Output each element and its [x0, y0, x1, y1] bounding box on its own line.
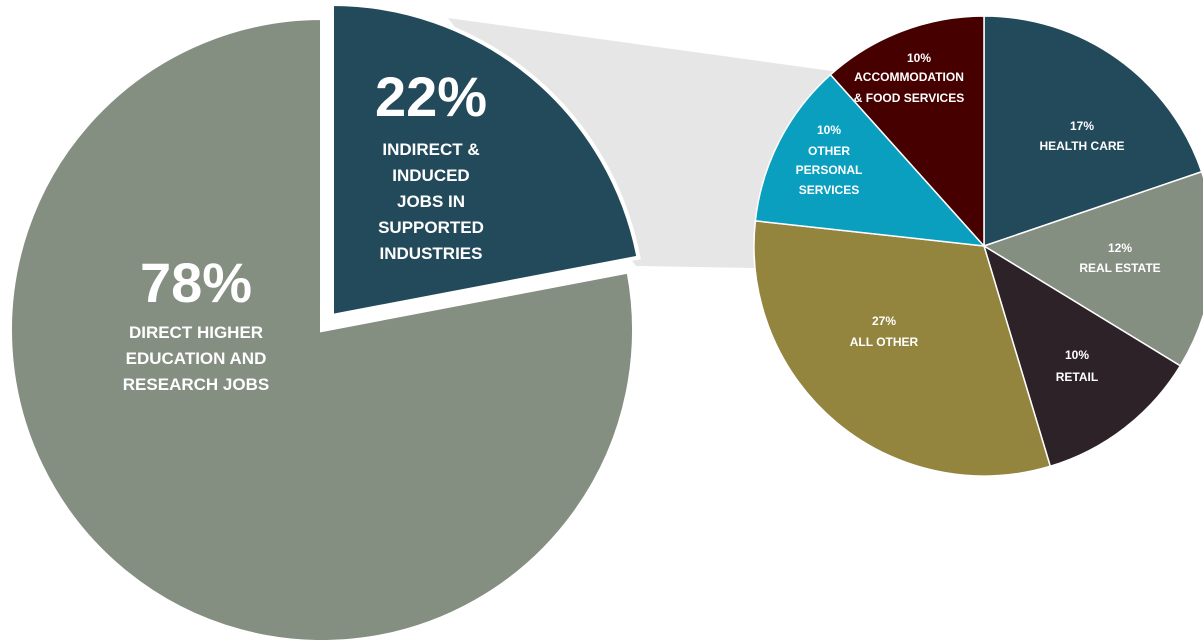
- slice-category-label: ACCOMMODATION: [854, 70, 964, 84]
- main-pie: 78% DIRECT HIGHER EDUCATION AND RESEARCH…: [8, 1, 641, 640]
- slice-category-label: DIRECT HIGHER: [129, 323, 263, 342]
- pie-slice-indirect-induced-jobs: [330, 1, 641, 319]
- slice-percent-label: 78%: [140, 251, 252, 314]
- slice-category-label: ALL OTHER: [850, 335, 919, 349]
- slice-category-label: SUPPORTED: [378, 218, 484, 237]
- slice-percent-label: 10%: [817, 123, 841, 137]
- slice-category-label: INDIRECT &: [382, 140, 479, 159]
- breakdown-pie: 17% HEALTH CARE 12% REAL ESTATE 10% RETA…: [753, 15, 1203, 477]
- slice-category-label: INDUCED: [392, 166, 469, 185]
- slice-category-label: & FOOD SERVICES: [854, 91, 964, 105]
- pie-slice-direct-jobs: [8, 15, 636, 640]
- slice-category-label: REAL ESTATE: [1079, 261, 1160, 275]
- slice-percent-label: 12%: [1108, 241, 1132, 255]
- pie-slice-real-estate: [982, 170, 1203, 367]
- slice-category-label: JOBS IN: [397, 192, 465, 211]
- pie-slice-other-personal-services: [754, 73, 986, 247]
- slice-percent-label: 10%: [1065, 348, 1089, 362]
- slice-category-label: EDUCATION AND: [126, 349, 267, 368]
- pie-slice-all-other: [753, 220, 1052, 477]
- slice-percent-label: 10%: [907, 51, 931, 65]
- slice-category-label: RESEARCH JOBS: [123, 375, 269, 394]
- slice-category-label: HEALTH CARE: [1039, 139, 1124, 153]
- pie-slice-accommodation-food-services: [829, 15, 985, 248]
- slice-category-label: PERSONAL: [796, 163, 863, 177]
- slice-category-label: INDUSTRIES: [380, 244, 483, 263]
- slice-percent-label: 22%: [375, 65, 487, 128]
- slice-percent-label: 27%: [872, 314, 896, 328]
- slice-percent-label: 17%: [1070, 119, 1094, 133]
- slice-category-label: OTHER: [808, 144, 850, 158]
- slice-category-label: RETAIL: [1056, 370, 1098, 384]
- slice-category-label: SERVICES: [799, 183, 859, 197]
- pie-slice-retail: [982, 244, 1182, 468]
- pie-slice-health-care: [983, 15, 1203, 248]
